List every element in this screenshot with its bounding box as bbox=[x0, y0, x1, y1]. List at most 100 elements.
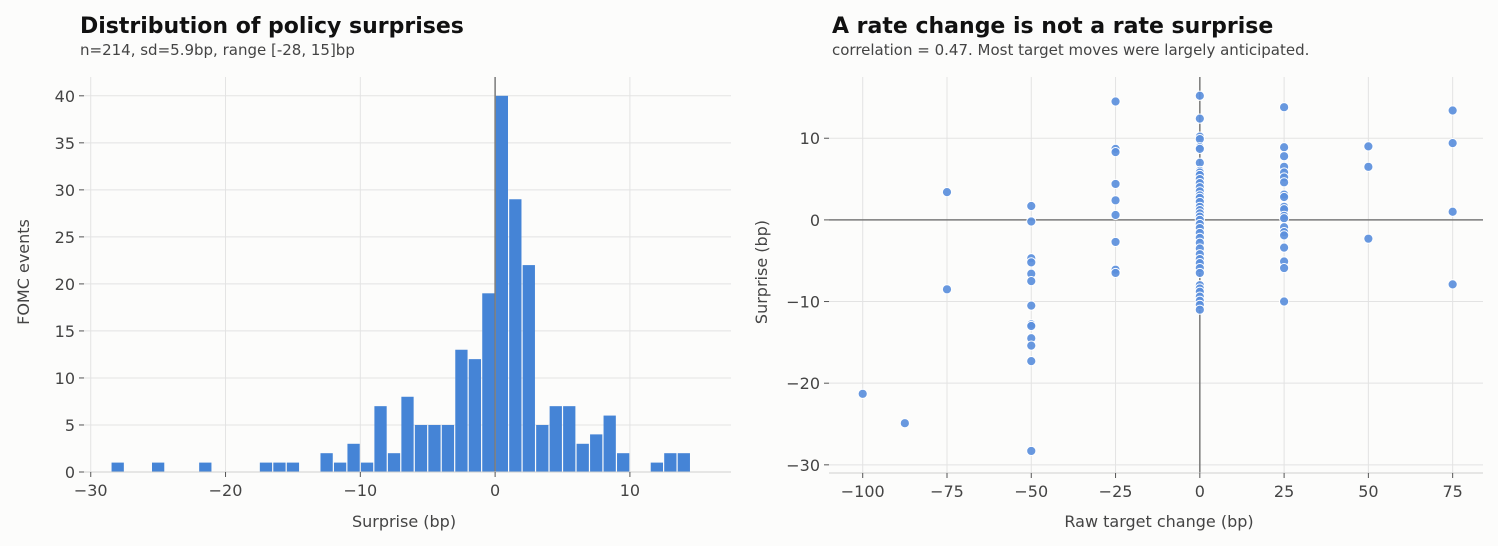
scatter-x-axis-label: Raw target change (bp) bbox=[1064, 512, 1253, 531]
histogram-bar bbox=[387, 453, 401, 472]
histogram-bar bbox=[401, 396, 414, 472]
scatter-point bbox=[1110, 147, 1121, 158]
histogram-y-tick-label: 30 bbox=[55, 181, 75, 200]
histogram-bar bbox=[677, 453, 690, 472]
scatter-point bbox=[1279, 191, 1290, 203]
histogram-bars bbox=[111, 95, 690, 473]
histogram-bar bbox=[455, 349, 468, 472]
histogram-y-tick-label: 35 bbox=[55, 134, 75, 153]
scatter-x-tick-label: 25 bbox=[1274, 482, 1294, 501]
scatter-point bbox=[1363, 161, 1374, 172]
scatter-point bbox=[1194, 304, 1205, 315]
scatter-point bbox=[1026, 200, 1037, 212]
histogram-bar bbox=[549, 406, 562, 472]
scatter-point bbox=[1363, 233, 1374, 244]
histogram-y-tick-label: 40 bbox=[55, 87, 75, 106]
histogram-y-tick-label: 20 bbox=[55, 275, 75, 294]
scatter-y-tick-label: 10 bbox=[800, 129, 820, 148]
histogram-bar bbox=[441, 424, 455, 472]
histogram-bar bbox=[333, 462, 347, 472]
histogram-bar bbox=[576, 443, 589, 472]
scatter-y-tick-label: −10 bbox=[786, 293, 820, 312]
scatter-point bbox=[1447, 105, 1458, 116]
scatter-point bbox=[1447, 206, 1458, 217]
histogram-bar bbox=[151, 462, 165, 472]
scatter-x-tick-label: 50 bbox=[1358, 482, 1378, 501]
scatter-title: A rate change is not a rate surprise bbox=[832, 14, 1273, 39]
histogram-x-tick-label: −20 bbox=[209, 481, 243, 500]
histogram-bar bbox=[536, 424, 549, 472]
histogram-bar bbox=[590, 434, 603, 472]
histogram-axes: −30 −20 −10 0 10 0 5 10 15 20 25 30 35 40 bbox=[55, 77, 731, 500]
scatter-point bbox=[1026, 356, 1037, 367]
histogram-bar bbox=[563, 406, 576, 472]
histogram-bar bbox=[617, 453, 630, 472]
histogram-bar bbox=[468, 359, 482, 472]
scatter-point bbox=[1110, 96, 1121, 107]
scatter-x-tick-label: −50 bbox=[1014, 482, 1048, 501]
histogram-subtitle: n=214, sd=5.9bp, range [-28, 15]bp bbox=[80, 41, 355, 59]
scatter-point bbox=[1279, 296, 1290, 307]
scatter-point bbox=[1026, 300, 1037, 311]
scatter-point bbox=[1110, 267, 1121, 279]
scatter-point bbox=[941, 284, 953, 295]
histogram-bar bbox=[603, 415, 616, 472]
histogram-x-tick-label: −30 bbox=[74, 481, 108, 500]
histogram-bar bbox=[650, 462, 664, 472]
scatter-point bbox=[1026, 340, 1037, 351]
histogram-bar bbox=[522, 265, 535, 472]
scatter-point bbox=[1110, 209, 1121, 221]
histogram-bar bbox=[428, 424, 441, 472]
histogram-bar bbox=[273, 462, 286, 472]
scatter-point bbox=[1279, 177, 1290, 188]
scatter-point bbox=[941, 187, 953, 198]
scatter-point bbox=[1363, 141, 1374, 152]
histogram-bar bbox=[482, 293, 495, 472]
scatter-point bbox=[1110, 195, 1121, 206]
scatter-x-tick-label: −100 bbox=[841, 482, 885, 501]
histogram-bar bbox=[664, 453, 677, 472]
scatter-point bbox=[1194, 90, 1205, 101]
scatter-point bbox=[1279, 213, 1290, 224]
scatter-point bbox=[1194, 267, 1205, 279]
histogram-y-tick-label: 25 bbox=[55, 228, 75, 247]
scatter-y-tick-label: −20 bbox=[786, 374, 820, 393]
histogram-bar bbox=[320, 453, 333, 472]
scatter-point bbox=[1194, 143, 1205, 154]
scatter-point bbox=[1279, 242, 1290, 253]
histogram-y-tick-label: 5 bbox=[65, 416, 75, 435]
scatter-x-tick-label: 0 bbox=[1195, 482, 1205, 501]
scatter-point bbox=[1026, 445, 1037, 457]
scatter-point bbox=[1110, 178, 1121, 190]
scatter-point bbox=[1194, 113, 1205, 124]
histogram-bar bbox=[286, 462, 300, 472]
scatter-y-tick-label: −30 bbox=[786, 456, 820, 475]
scatter-point bbox=[1279, 151, 1290, 162]
scatter-point bbox=[1279, 102, 1290, 113]
histogram-bar bbox=[374, 406, 387, 472]
histogram-y-tick-label: 10 bbox=[55, 369, 75, 388]
histogram-bar bbox=[360, 462, 374, 472]
scatter-point bbox=[1026, 216, 1037, 227]
scatter-x-tick-label: −75 bbox=[930, 482, 964, 501]
scatter-point bbox=[1447, 138, 1458, 149]
histogram-y-tick-label: 0 bbox=[65, 463, 75, 482]
scatter-y-axis-label: Surprise (bp) bbox=[752, 220, 771, 324]
histogram-bar bbox=[199, 462, 212, 472]
histogram-y-axis-label: FOMC events bbox=[14, 219, 33, 325]
histogram-panel: Distribution of policy surprises n=214, … bbox=[14, 14, 731, 531]
scatter-point bbox=[857, 388, 868, 399]
histogram-x-tick-label: 10 bbox=[620, 481, 640, 500]
scatter-x-tick-label: 75 bbox=[1442, 482, 1462, 501]
scatter-point bbox=[1279, 262, 1290, 274]
histogram-bar bbox=[347, 443, 360, 472]
histogram-bar bbox=[495, 95, 508, 473]
histogram-x-axis-label: Surprise (bp) bbox=[352, 512, 456, 531]
scatter-point bbox=[1110, 236, 1121, 248]
scatter-subtitle: correlation = 0.47. Most target moves we… bbox=[832, 41, 1309, 59]
scatter-points bbox=[857, 90, 1458, 457]
histogram-bar bbox=[259, 462, 273, 472]
scatter-grid bbox=[829, 77, 1483, 473]
